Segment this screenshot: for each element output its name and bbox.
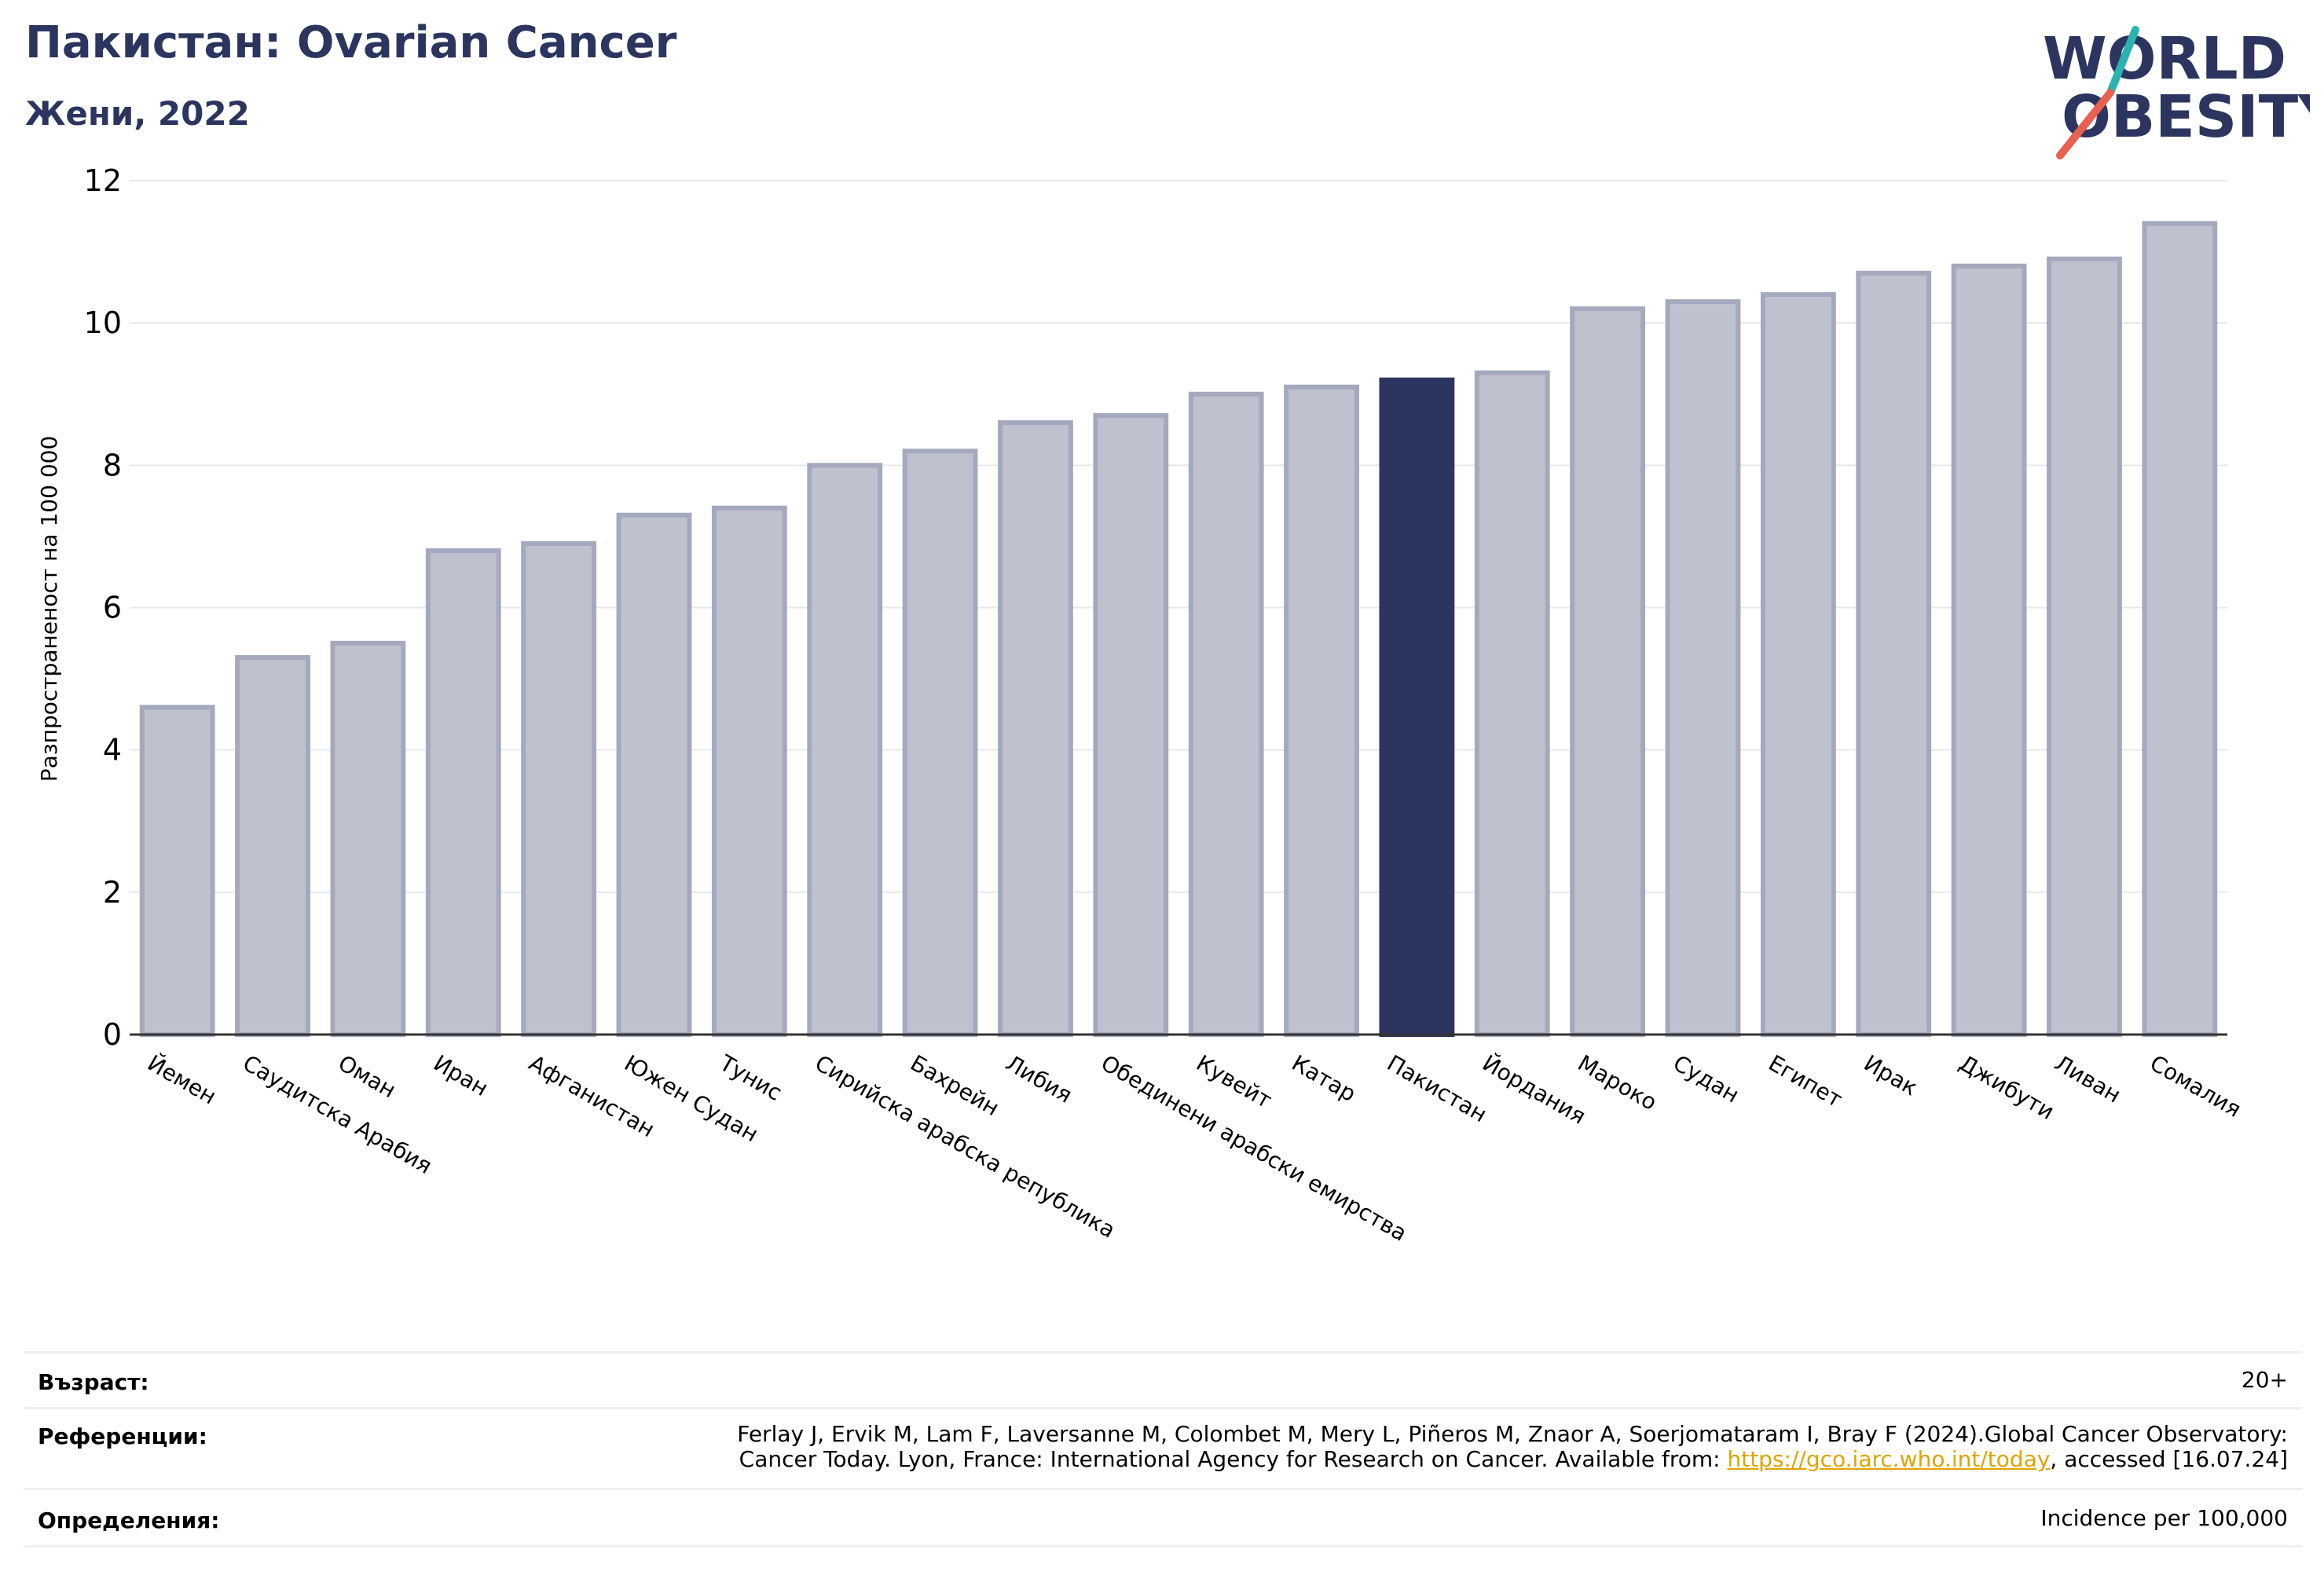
bar-17: [1760, 291, 1836, 1037]
bar-0: [139, 705, 215, 1037]
chart-title: Пакистан: Ovarian Cancer: [25, 17, 677, 68]
definitions-label: Определения:: [38, 1507, 220, 1533]
references-line-2-post: , accessed [16.07.24]: [2050, 1446, 2288, 1472]
x-tick-label: Катар: [1288, 1049, 1361, 1107]
logo-word-world: WORLD: [2043, 25, 2286, 93]
bars: [130, 221, 2227, 1038]
age-label: Възраст:: [38, 1369, 149, 1395]
y-tick-label: 4: [103, 733, 122, 767]
x-tick-label: Ливан: [2050, 1049, 2124, 1108]
x-tick-label: Сомалия: [2146, 1049, 2245, 1123]
y-tick-label: 2: [103, 875, 122, 910]
x-tick-label: Египет: [1764, 1049, 1846, 1112]
bar-5: [616, 512, 692, 1038]
info-row-definitions: Определения: Incidence per 100,000: [24, 1488, 2302, 1548]
references-line-1: Ferlay J, Ervik M, Lam F, Laversanne M, …: [737, 1421, 2288, 1447]
info-row-references: Референции: Ferlay J, Ervik M, Lam F, La…: [24, 1407, 2302, 1488]
bar-2: [330, 640, 406, 1038]
bar-12: [1284, 384, 1359, 1038]
x-tick-label: Либия: [1001, 1049, 1076, 1108]
bar-3: [425, 548, 501, 1037]
info-table: Възраст: 20+ Референции: Ferlay J, Ervik…: [24, 1351, 2302, 1548]
bar-7: [807, 463, 883, 1038]
references-value: Ferlay J, Ervik M, Lam F, Laversanne M, …: [737, 1422, 2288, 1472]
references-line-2: Cancer Today. Lyon, France: Internationa…: [737, 1447, 2288, 1472]
bar-18: [1856, 270, 1932, 1037]
world-obesity-logo: WORLD OBESITY: [2043, 25, 2310, 159]
references-label: Референции:: [38, 1423, 207, 1449]
x-tick-label: Иран: [429, 1049, 493, 1101]
y-tick-label: 0: [103, 1017, 122, 1052]
y-tick-label: 8: [103, 448, 122, 482]
bar-21: [2142, 221, 2218, 1038]
bar-15: [1570, 306, 1646, 1038]
age-value: 20+: [2241, 1367, 2288, 1393]
bar-4: [521, 540, 597, 1038]
logo-slash-red-icon: [2056, 89, 2114, 159]
x-tick-label: Тунис: [714, 1049, 786, 1106]
x-tick-label: Йордания: [1478, 1049, 1590, 1130]
info-row-age: Възраст: 20+: [24, 1351, 2302, 1407]
x-tick-label: Пакистан: [1383, 1049, 1491, 1127]
x-tick-label: Оман: [334, 1049, 401, 1103]
y-axis-ticks: 0 2 4 6 8 10 12: [84, 163, 122, 1052]
y-tick-label: 10: [84, 306, 122, 340]
logo-word-obesity: OBESITY: [2062, 83, 2310, 151]
y-tick-label: 6: [103, 591, 122, 625]
bar-1: [235, 654, 310, 1037]
y-tick-label: 12: [84, 163, 122, 198]
bar-20: [2047, 256, 2122, 1037]
x-tick-label: Судан: [1669, 1049, 1743, 1108]
bar-13: [1379, 377, 1455, 1037]
bar-8: [902, 449, 978, 1037]
definitions-value: Incidence per 100,000: [2040, 1505, 2288, 1531]
x-tick-label: Джибути: [1955, 1049, 2058, 1124]
y-axis-label: Разпространеност на 100 000: [36, 436, 62, 782]
references-line-2-pre: Cancer Today. Lyon, France: Internationa…: [739, 1446, 1728, 1472]
bar-14: [1474, 370, 1550, 1037]
x-tick-label: Йемен: [143, 1049, 221, 1110]
bar-9: [998, 419, 1073, 1037]
logo-slash-teal-icon: [2106, 26, 2139, 97]
bar-19: [1951, 263, 2027, 1037]
references-link[interactable]: https://gco.iarc.who.int/today: [1727, 1446, 2051, 1472]
bar-10: [1093, 412, 1169, 1037]
x-tick-label: Ирак: [1860, 1049, 1923, 1101]
bar-16: [1665, 299, 1741, 1038]
chart-subtitle: Жени, 2022: [25, 94, 250, 133]
bar-11: [1188, 391, 1264, 1037]
bar-6: [711, 505, 787, 1037]
